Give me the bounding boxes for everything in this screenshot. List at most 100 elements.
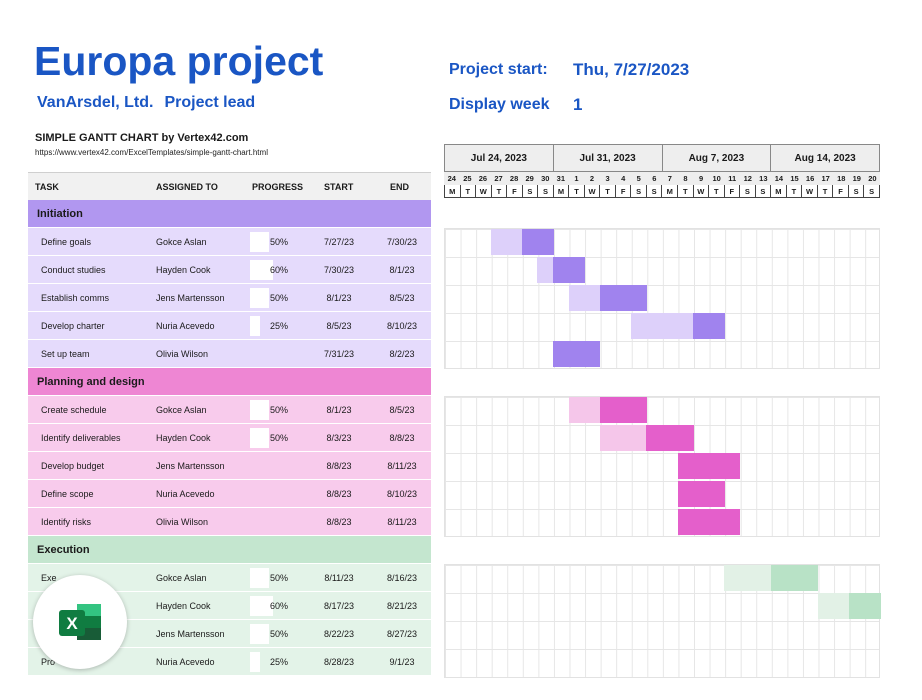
progress-value: 50% <box>270 573 289 583</box>
gantt-bar-segment[interactable] <box>724 565 741 591</box>
progress-value: 60% <box>270 601 289 611</box>
day-number: 30 <box>541 174 550 183</box>
day-number: 26 <box>478 174 488 183</box>
progress-bar <box>250 260 273 280</box>
gantt-bar-segment[interactable] <box>537 257 554 283</box>
gantt-bar-segment[interactable] <box>677 481 694 507</box>
gantt-bar-segment[interactable] <box>833 593 850 619</box>
task-name: Exe <box>41 573 57 583</box>
gantt-bar-segment[interactable] <box>490 229 507 255</box>
task-row[interactable]: Create schedule Gokce Aslan 50% 8/1/23 8/5/2… <box>28 396 431 424</box>
progress-bar <box>250 568 269 588</box>
gantt-bar-segment[interactable] <box>615 285 632 311</box>
day-number: 17 <box>821 174 830 183</box>
gantt-bar-segment[interactable] <box>630 425 647 451</box>
gantt-bar-segment[interactable] <box>553 341 570 367</box>
gantt-bar-segment[interactable] <box>724 453 741 479</box>
task-start: 8/3/23 <box>326 433 352 443</box>
gantt-bar-segment[interactable] <box>677 425 694 451</box>
gantt-bar-segment[interactable] <box>708 453 725 479</box>
gantt-bar-segment[interactable] <box>553 257 570 283</box>
gantt-bar-segment[interactable] <box>506 229 523 255</box>
gantt-bar-segment[interactable] <box>630 313 647 339</box>
task-end: 8/8/23 <box>389 433 415 443</box>
task-end: 8/1/23 <box>389 265 415 275</box>
task-start: 8/8/23 <box>326 461 352 471</box>
gantt-bar-segment[interactable] <box>630 397 647 423</box>
task-name: Establish comms <box>41 293 110 303</box>
day-number: 19 <box>852 174 861 183</box>
gantt-bar-segment[interactable] <box>677 509 694 535</box>
gantt-bar-segment[interactable] <box>786 565 803 591</box>
task-assignee: Gokce Aslan <box>156 573 207 583</box>
gantt-bar-segment[interactable] <box>755 565 772 591</box>
task-row[interactable]: Identify risks Olivia Wilson 8/8/23 8/11/23 <box>28 508 431 536</box>
gantt-bar-segment[interactable] <box>599 285 616 311</box>
gantt-bar-segment[interactable] <box>584 397 601 423</box>
gantt-bar-segment[interactable] <box>568 285 585 311</box>
project-start-value[interactable]: Thu, 7/27/2023 <box>573 60 690 79</box>
task-assignee: Jens Martensson <box>156 293 225 303</box>
gantt-bar-segment[interactable] <box>615 397 632 423</box>
gantt-bar-segment[interactable] <box>630 285 647 311</box>
phase-row[interactable]: Planning and design <box>28 368 431 396</box>
display-week-value[interactable]: 1 <box>573 95 583 114</box>
task-row[interactable]: Set up team Olivia Wilson 7/31/23 8/2/23 <box>28 340 431 368</box>
gantt-bar-segment[interactable] <box>662 313 679 339</box>
gantt-bar-segment[interactable] <box>708 481 725 507</box>
gantt-bar-segment[interactable] <box>521 229 538 255</box>
day-of-week: S <box>631 185 647 198</box>
task-end: 8/21/23 <box>386 601 418 611</box>
gantt-bar-segment[interactable] <box>599 397 616 423</box>
task-row[interactable]: Develop budget Jens Martensson 8/8/23 8/11/… <box>28 452 431 480</box>
gantt-bar-segment[interactable] <box>771 565 788 591</box>
gantt-bar-segment[interactable] <box>662 425 679 451</box>
gantt-bar-segment[interactable] <box>599 425 616 451</box>
day-number: 7 <box>667 174 672 183</box>
gantt-bar-segment[interactable] <box>584 285 601 311</box>
gantt-bar-segment[interactable] <box>584 341 601 367</box>
task-end: 8/5/23 <box>389 405 415 415</box>
gantt-bar-segment[interactable] <box>568 257 585 283</box>
gantt-bar-segment[interactable] <box>677 313 694 339</box>
task-progress: 50% <box>250 428 288 448</box>
task-row[interactable]: Develop charter Nuria Acevedo 25% 8/5/23 8/1… <box>28 312 431 340</box>
day-number: 1 <box>574 174 579 183</box>
gantt-bar-segment[interactable] <box>693 453 710 479</box>
gantt-bar-segment[interactable] <box>537 229 554 255</box>
task-assignee: Olivia Wilson <box>156 349 209 359</box>
gantt-bar-segment[interactable] <box>708 313 725 339</box>
task-row[interactable]: Conduct studies Hayden Cook 60% 7/30/23 8/1/… <box>28 256 431 284</box>
gantt-bar-segment[interactable] <box>677 453 694 479</box>
gantt-bar-segment[interactable] <box>615 425 632 451</box>
gantt-bar-segment[interactable] <box>724 509 741 535</box>
day-of-week: S <box>646 185 663 198</box>
gantt-bar-segment[interactable] <box>693 509 710 535</box>
task-end: 8/10/23 <box>386 489 418 499</box>
gantt-bar-segment[interactable] <box>568 397 585 423</box>
phase-name: Planning and design <box>37 376 145 388</box>
task-row[interactable]: Establish comms Jens Martensson 50% 8/1/23 8… <box>28 284 431 312</box>
gantt-bar-segment[interactable] <box>646 313 663 339</box>
task-row[interactable]: Define scope Nuria Acevedo 8/8/23 8/10/23 <box>28 480 431 508</box>
day-of-week: S <box>864 185 880 198</box>
task-row[interactable]: Identify deliverables Hayden Cook 50% 8/3/2… <box>28 424 431 452</box>
gantt-bar-segment[interactable] <box>568 341 585 367</box>
task-start: 7/30/23 <box>323 265 355 275</box>
task-end: 7/30/23 <box>386 237 418 247</box>
phase-row[interactable]: Initiation <box>28 200 431 228</box>
gantt-bar-segment[interactable] <box>693 481 710 507</box>
gantt-bar-segment[interactable] <box>739 565 756 591</box>
gantt-bar-segment[interactable] <box>864 593 881 619</box>
gantt-bar-segment[interactable] <box>708 509 725 535</box>
task-progress: 25% <box>250 316 288 336</box>
gantt-bar-segment[interactable] <box>646 425 663 451</box>
task-row[interactable]: Define goals Gokce Aslan 50% 7/27/23 7/30/23 <box>28 228 431 256</box>
gantt-bar-segment[interactable] <box>802 565 819 591</box>
template-link[interactable]: https://www.vertex42.com/ExcelTemplates/… <box>35 148 268 157</box>
phase-row[interactable]: Execution <box>28 536 431 564</box>
gantt-bar-segment[interactable] <box>693 313 710 339</box>
gantt-bar-segment[interactable] <box>817 593 834 619</box>
gantt-bar-segment[interactable] <box>848 593 865 619</box>
col-progress: PROGRESS <box>252 182 304 192</box>
